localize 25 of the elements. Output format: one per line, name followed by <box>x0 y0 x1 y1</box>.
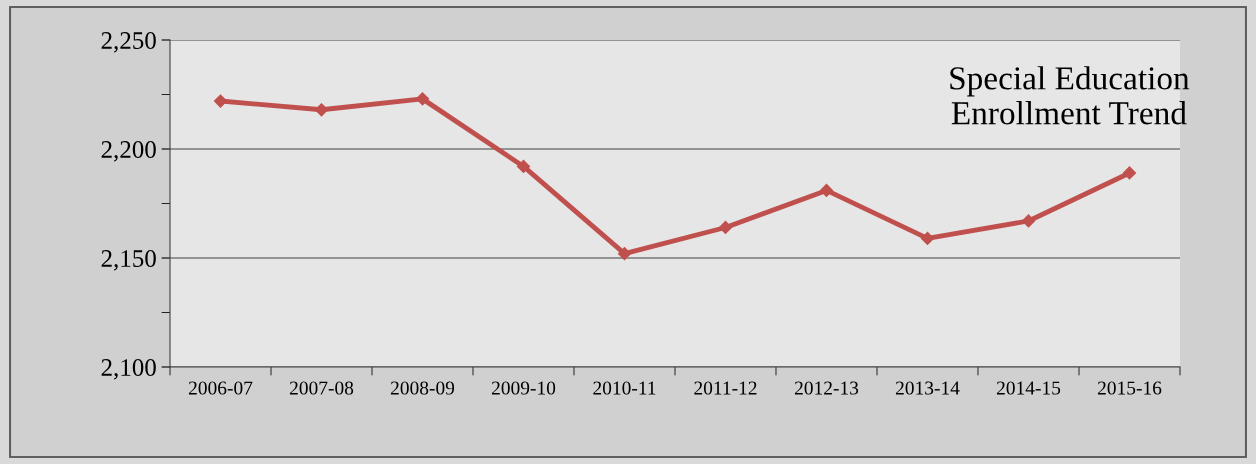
point <box>920 231 935 245</box>
point <box>314 103 329 117</box>
point <box>718 220 733 235</box>
x-tick-label: 2006-07 <box>188 381 253 395</box>
point <box>1122 166 1137 180</box>
point <box>516 159 531 174</box>
x-tick-label: 2013-14 <box>895 381 960 395</box>
x-tick-label: 2012-13 <box>794 381 859 395</box>
x-tick-label: 2014-15 <box>996 381 1061 395</box>
point <box>213 94 228 108</box>
text: Special Education Enrollment Trend <box>950 66 1190 125</box>
point <box>617 247 632 261</box>
y-tick-label: 2,100 <box>101 359 156 380</box>
y-tick-label: 2,200 <box>101 141 156 162</box>
x-tick-label: 2011-12 <box>694 381 757 395</box>
x-tick-label: 2009-10 <box>491 381 556 395</box>
x-tick-label: 2010-11 <box>593 381 656 395</box>
x-tick-label: 2007-08 <box>289 381 354 395</box>
y-tick-label: 2,150 <box>101 250 156 271</box>
point <box>415 92 430 106</box>
point <box>819 183 834 198</box>
point <box>1021 214 1036 228</box>
x-tick-label: 2015-16 <box>1097 381 1162 395</box>
x-tick-label: 2008-09 <box>390 381 455 395</box>
y-tick-label: 2,250 <box>101 32 156 53</box>
